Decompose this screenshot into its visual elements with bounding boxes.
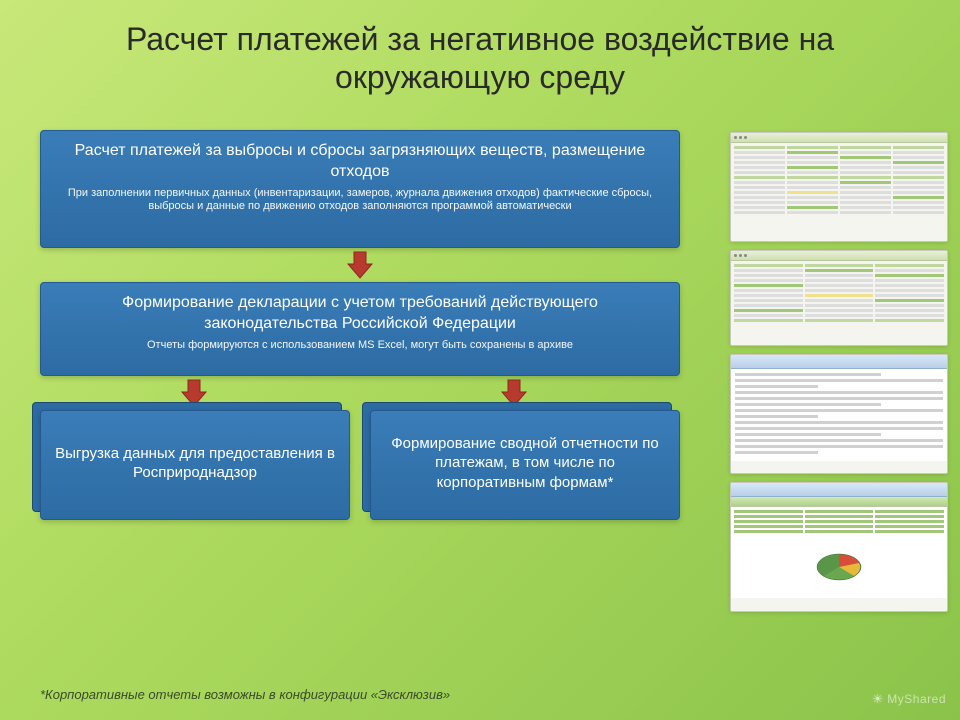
footnote: *Корпоративные отчеты возможны в конфигу… (40, 687, 450, 702)
box-declaration-sub: Отчеты формируются с использованием MS E… (55, 339, 665, 353)
thumb-excel-form (730, 354, 948, 474)
box-summary-stack: Формирование сводной отчетности по плате… (370, 410, 680, 520)
box-export: Выгрузка данных для предоставления в Рос… (40, 410, 350, 520)
box-declaration-heading: Формирование декларации с учетом требова… (55, 293, 665, 335)
thumb-grid-1 (730, 132, 948, 242)
box-export-heading: Выгрузка данных для предоставления в Рос… (55, 444, 335, 483)
screenshot-thumbnails (730, 132, 948, 612)
slide-title: Расчет платежей за негативное воздействи… (0, 0, 960, 107)
box-export-stack: Выгрузка данных для предоставления в Рос… (40, 410, 350, 520)
watermark: ☀ MyShared (872, 692, 946, 706)
box-summary: Формирование сводной отчетности по плате… (370, 410, 680, 520)
box-calculation: Расчет платежей за выбросы и сбросы загр… (40, 130, 680, 248)
arrow-1 (346, 250, 374, 280)
thumb-grid-2 (730, 250, 948, 346)
box-summary-heading: Формирование сводной отчетности по плате… (385, 434, 665, 493)
flowchart: Расчет платежей за выбросы и сбросы загр… (40, 130, 680, 520)
box-declaration: Формирование декларации с учетом требова… (40, 282, 680, 376)
box-calculation-sub: При заполнении первичных данных (инвента… (55, 187, 665, 215)
box-calculation-heading: Расчет платежей за выбросы и сбросы загр… (55, 141, 665, 183)
pie-chart-icon (734, 535, 944, 595)
thumb-excel-chart (730, 482, 948, 612)
